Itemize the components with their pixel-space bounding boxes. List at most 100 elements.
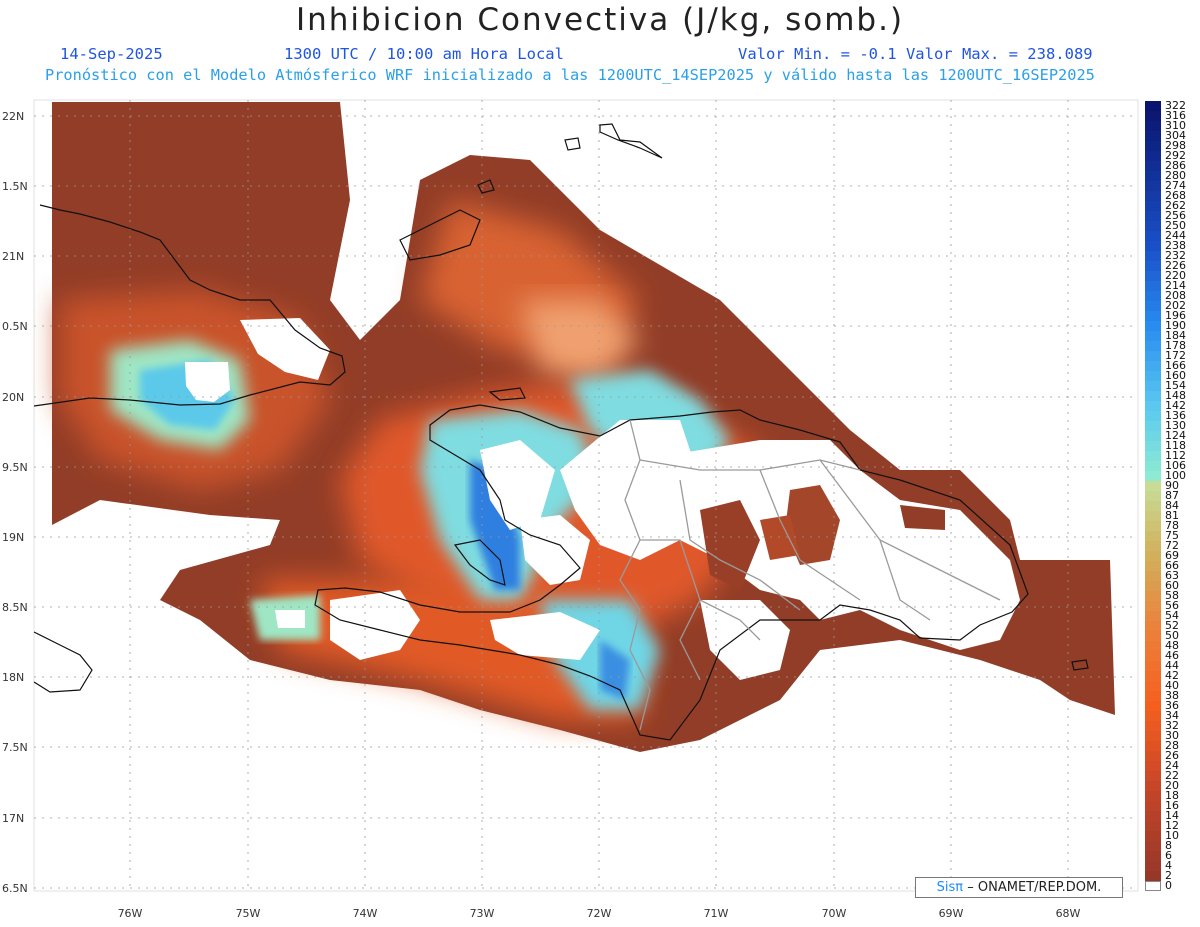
- legend-label: 54: [1165, 609, 1179, 622]
- minmax-label: Valor Min. = -0.1 Valor Max. = 238.089: [738, 45, 1093, 63]
- blank-cuba-east: [240, 318, 330, 380]
- legend-label: 56: [1165, 599, 1179, 612]
- legend-label: 184: [1165, 329, 1186, 342]
- lat-label: 19N: [2, 531, 25, 544]
- legend-label: 63: [1165, 569, 1179, 582]
- legend-label: 75: [1165, 529, 1179, 542]
- legend-label: 262: [1165, 199, 1186, 212]
- legend-label: 178: [1165, 339, 1186, 352]
- legend-swatch: [1145, 781, 1161, 791]
- legend-label: 244: [1165, 229, 1186, 242]
- legend-label: 196: [1165, 309, 1186, 322]
- legend-swatch: [1145, 151, 1161, 161]
- legend-label: 90: [1165, 479, 1179, 492]
- lat-label: 18N: [2, 671, 25, 684]
- legend-swatch: [1145, 611, 1161, 621]
- legend-label: 34: [1165, 709, 1179, 722]
- legend-swatch: [1145, 351, 1161, 361]
- legend-label: 22: [1165, 769, 1179, 782]
- blank-cuba: [185, 362, 230, 402]
- lon-label: 75W: [235, 907, 261, 920]
- legend-swatch: [1145, 811, 1161, 821]
- map-title: Inhibicion Convectiva (J/kg, somb.): [295, 2, 905, 38]
- legend-label: 87: [1165, 489, 1179, 502]
- legend-swatch: [1145, 581, 1161, 591]
- legend-label: 10: [1165, 829, 1179, 842]
- legend-swatch: [1145, 191, 1161, 201]
- legend-swatch: [1145, 231, 1161, 241]
- lat-label: 20N: [2, 391, 25, 404]
- legend-swatch: [1145, 841, 1161, 851]
- color-legend: [1145, 101, 1161, 901]
- legend-label: 214: [1165, 279, 1186, 292]
- patch-dr-4: [900, 505, 945, 530]
- legend-label: 154: [1165, 379, 1186, 392]
- legend-swatch: [1145, 791, 1161, 801]
- credit-box: Sisπ – ONAMET/REP.DOM.: [915, 877, 1123, 898]
- legend-label: 0: [1165, 879, 1172, 892]
- lon-label: 76W: [117, 907, 143, 920]
- lon-label: 70W: [821, 907, 847, 920]
- legend-swatch: [1145, 851, 1161, 861]
- legend-swatch: [1145, 371, 1161, 381]
- legend-swatch: [1145, 101, 1161, 111]
- date-label: 14-Sep-2025: [60, 45, 163, 63]
- legend-swatch: [1145, 301, 1161, 311]
- legend-swatch: [1145, 401, 1161, 411]
- legend-label: 292: [1165, 149, 1186, 162]
- coast-hispaniola: [314, 404, 1029, 741]
- legend-swatch: [1145, 751, 1161, 761]
- legend-swatch: [1145, 551, 1161, 561]
- legend-label: 14: [1165, 809, 1179, 822]
- legend-swatch: [1145, 161, 1161, 171]
- legend-label: 250: [1165, 219, 1186, 232]
- legend-label: 100: [1165, 469, 1186, 482]
- legend-swatch: [1145, 541, 1161, 551]
- legend-label: 81: [1165, 509, 1179, 522]
- legend-swatch: [1145, 421, 1161, 431]
- coast-island-1: [477, 179, 495, 194]
- lat-label: 21N: [2, 250, 25, 263]
- lat-label: 6.5N: [2, 882, 28, 895]
- legend-label: 166: [1165, 359, 1186, 372]
- legend-label: 44: [1165, 659, 1179, 672]
- lat-label: 0.5N: [2, 320, 28, 333]
- legend-swatch: [1145, 461, 1161, 471]
- legend-swatch: [1145, 491, 1161, 501]
- lon-label: 71W: [703, 907, 729, 920]
- legend-label: 4: [1165, 859, 1172, 872]
- legend-swatch: [1145, 211, 1161, 221]
- legend-label: 238: [1165, 239, 1186, 252]
- legend-swatch: [1145, 801, 1161, 811]
- legend-label: 232: [1165, 249, 1186, 262]
- coast-caicos: [564, 137, 581, 151]
- legend-label: 50: [1165, 629, 1179, 642]
- field-light-north: [520, 300, 640, 380]
- coast-cuba: [33, 204, 346, 407]
- lat-label: 9.5N: [2, 461, 28, 474]
- legend-label: 46: [1165, 649, 1179, 662]
- legend-label: 8: [1165, 839, 1172, 852]
- time-label: 1300 UTC / 10:00 am Hora Local: [284, 45, 564, 63]
- legend-label: 2: [1165, 869, 1172, 882]
- legend-swatch: [1145, 281, 1161, 291]
- lat-label: 1.5N: [2, 180, 28, 193]
- legend-swatch: [1145, 671, 1161, 681]
- legend-label: 72: [1165, 539, 1179, 552]
- province-borders: [619, 419, 1001, 731]
- legend-label: 274: [1165, 179, 1186, 192]
- legend-swatch: [1145, 141, 1161, 151]
- legend-label: 18: [1165, 789, 1179, 802]
- legend-label: 142: [1165, 399, 1186, 412]
- legend-swatch: [1145, 681, 1161, 691]
- legend-label: 32: [1165, 719, 1179, 732]
- legend-label: 36: [1165, 699, 1179, 712]
- legend-label: 208: [1165, 289, 1186, 302]
- legend-label: 84: [1165, 499, 1179, 512]
- legend-swatch: [1145, 601, 1161, 611]
- lon-label: 69W: [938, 907, 964, 920]
- coast-turks: [599, 123, 663, 159]
- legend-label: 226: [1165, 259, 1186, 272]
- blank-haiti-north: [480, 440, 555, 530]
- legend-label: 16: [1165, 799, 1179, 812]
